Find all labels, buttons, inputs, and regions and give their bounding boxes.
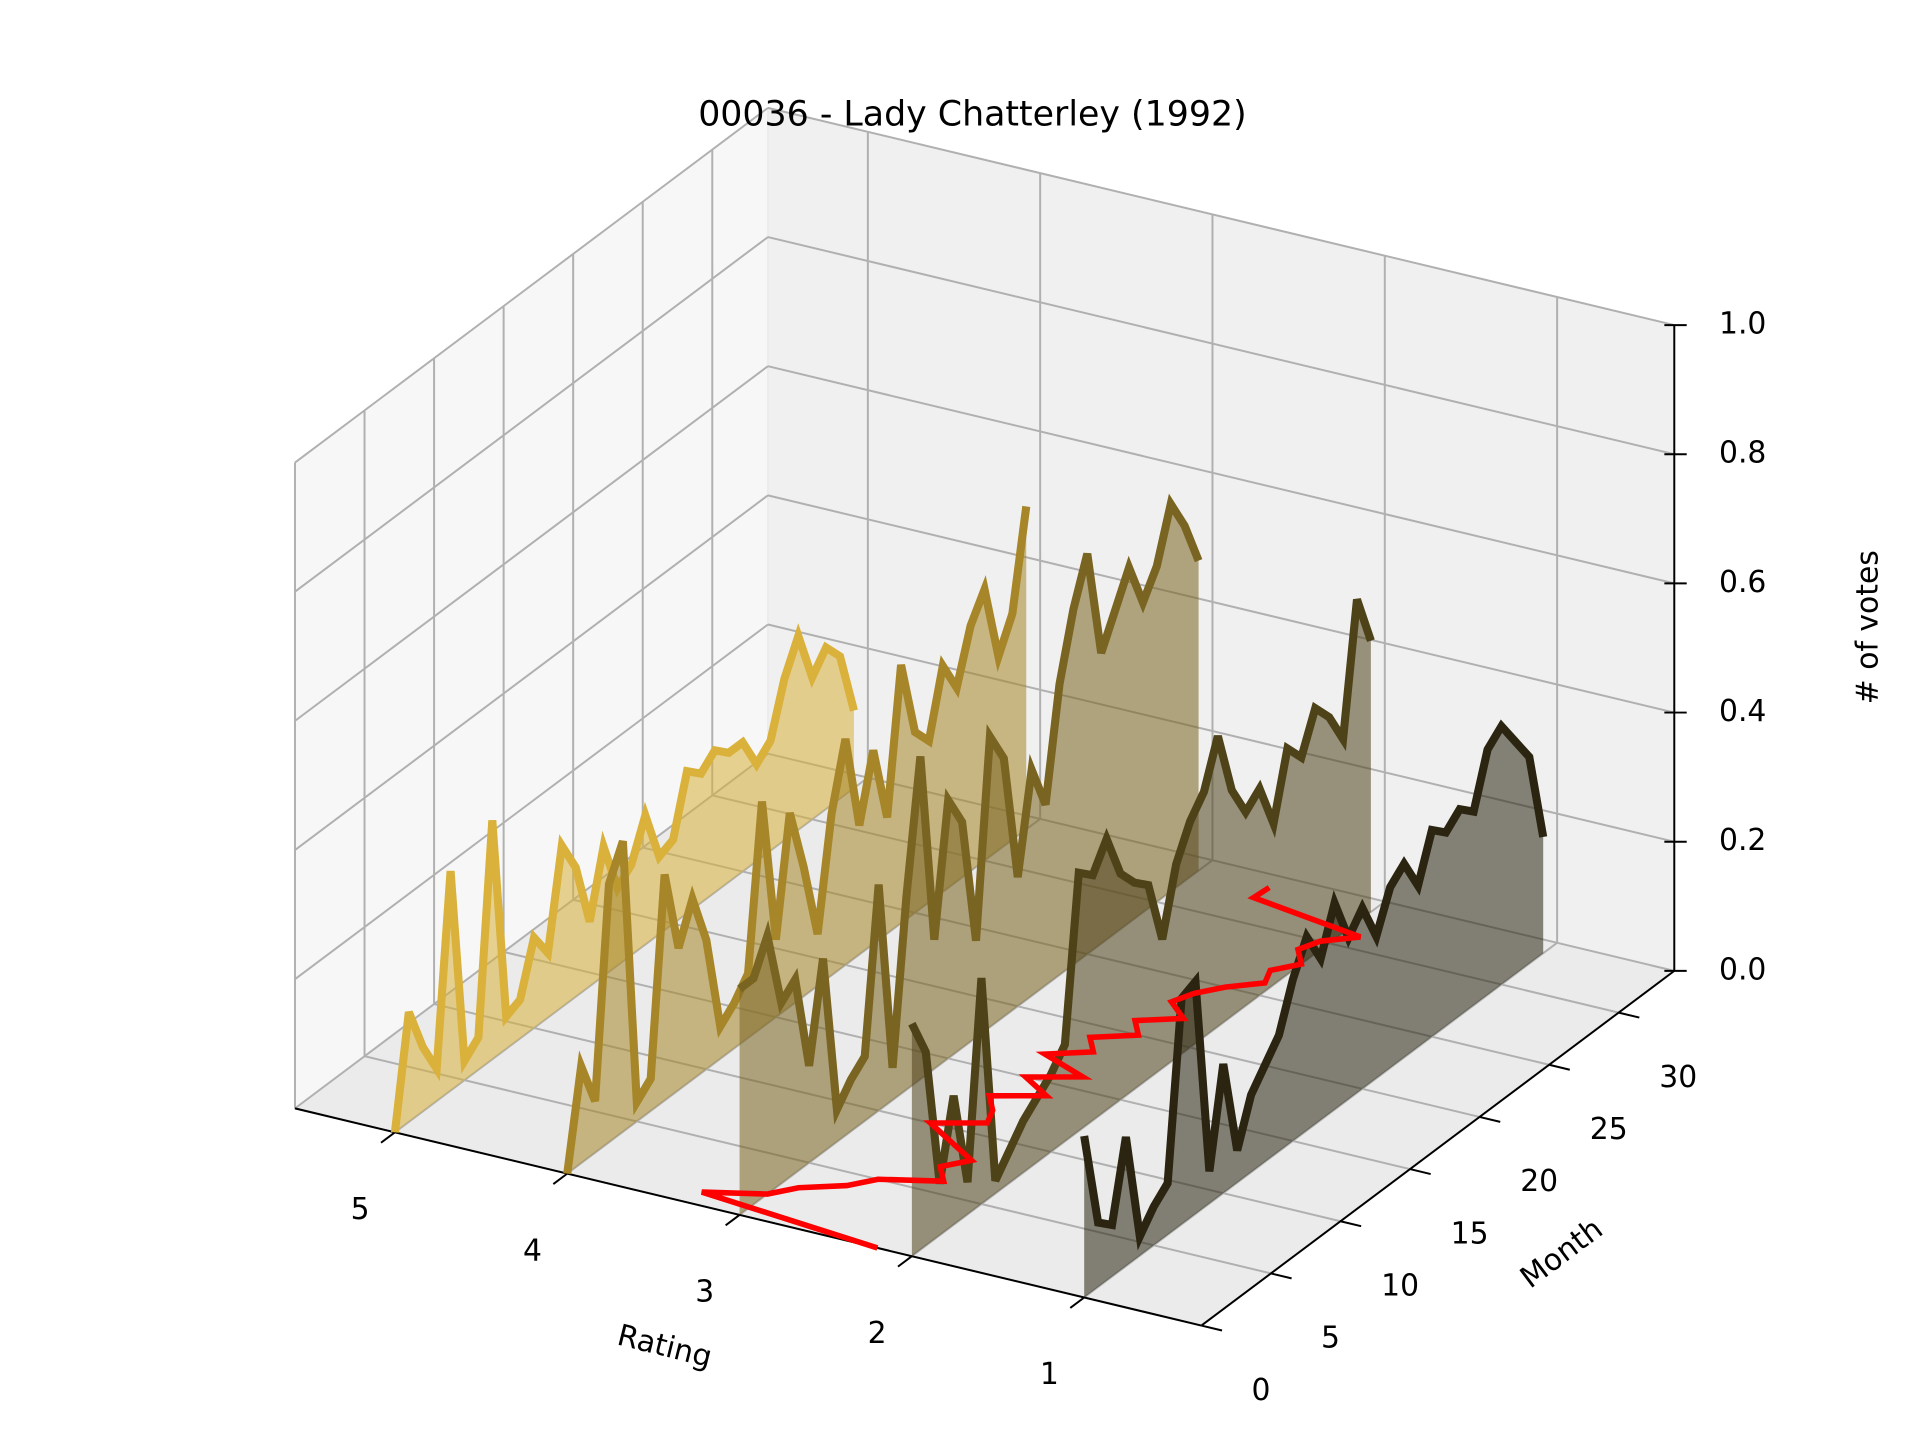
z-tick-label: 0.6 <box>1719 565 1766 600</box>
series-fill <box>739 504 1199 1215</box>
tick-mark <box>897 1255 913 1268</box>
tick-mark <box>1479 1115 1501 1123</box>
axes: 1 2 3 4 5 0 5 10 15 20 25 30 0.0 0.2 0.4 0.6 0.8 1.0 <box>294 307 1766 1408</box>
grid-line <box>294 494 769 851</box>
y-tick-label: 0 <box>1251 1373 1270 1408</box>
z-tick-label: 0.2 <box>1719 823 1766 858</box>
tick-mark <box>1270 1272 1292 1280</box>
z-axis-label: # of votes <box>1851 550 1886 704</box>
series-line <box>563 505 1031 1175</box>
y-tick-label: 30 <box>1659 1060 1697 1095</box>
y-axis-label: Month <box>1514 1211 1610 1295</box>
tick-mark <box>380 1131 396 1144</box>
grid-line <box>294 107 769 464</box>
tick-mark <box>1548 1063 1571 1071</box>
y-tick-label: 10 <box>1381 1269 1419 1304</box>
tick-mark <box>1618 1011 1640 1019</box>
x-tick-label: 3 <box>695 1275 714 1310</box>
y-tick-label: 25 <box>1590 1112 1628 1147</box>
grid-line <box>767 365 1675 585</box>
grid-line <box>767 106 1675 327</box>
x-tick-label: 5 <box>351 1192 370 1227</box>
mean-rating-line <box>700 885 1362 1251</box>
y-tick-label: 5 <box>1321 1321 1340 1356</box>
grid-line <box>294 365 769 722</box>
series-fill <box>1084 726 1544 1298</box>
z-tick-label: 1.0 <box>1719 307 1766 342</box>
series-fill <box>911 599 1371 1257</box>
x-axis-line <box>294 1107 1202 1327</box>
series-line <box>737 493 1203 1125</box>
tick-mark <box>1340 1220 1362 1228</box>
z-tick-label: 0.4 <box>1719 694 1766 729</box>
tick-mark <box>1201 1324 1223 1332</box>
grid-line <box>767 236 1675 456</box>
x-tick-label: 4 <box>523 1233 542 1268</box>
x-axis-label: Rating <box>614 1318 716 1375</box>
x-tick-label: 1 <box>1040 1357 1059 1392</box>
grid-line <box>767 494 1675 714</box>
x-tick-label: 2 <box>868 1316 887 1351</box>
marks <box>390 493 1548 1298</box>
grid-line <box>294 236 769 593</box>
y-tick-label: 15 <box>1451 1216 1489 1251</box>
grid-line <box>1083 942 1558 1299</box>
y-axis-line <box>1200 970 1675 1327</box>
tick-mark <box>1069 1296 1085 1309</box>
y-tick-label: 20 <box>1520 1164 1558 1199</box>
grid-line <box>294 623 769 981</box>
tick-mark <box>725 1214 741 1227</box>
tick-mark <box>1409 1168 1431 1176</box>
series-line <box>908 598 1375 1185</box>
chart-title: 00036 - Lady Chatterley (1992) <box>698 94 1246 134</box>
z-tick-label: 0.0 <box>1719 952 1766 987</box>
tick-mark <box>552 1172 568 1185</box>
series-line <box>1080 719 1548 1251</box>
z-tick-label: 0.8 <box>1719 436 1766 471</box>
